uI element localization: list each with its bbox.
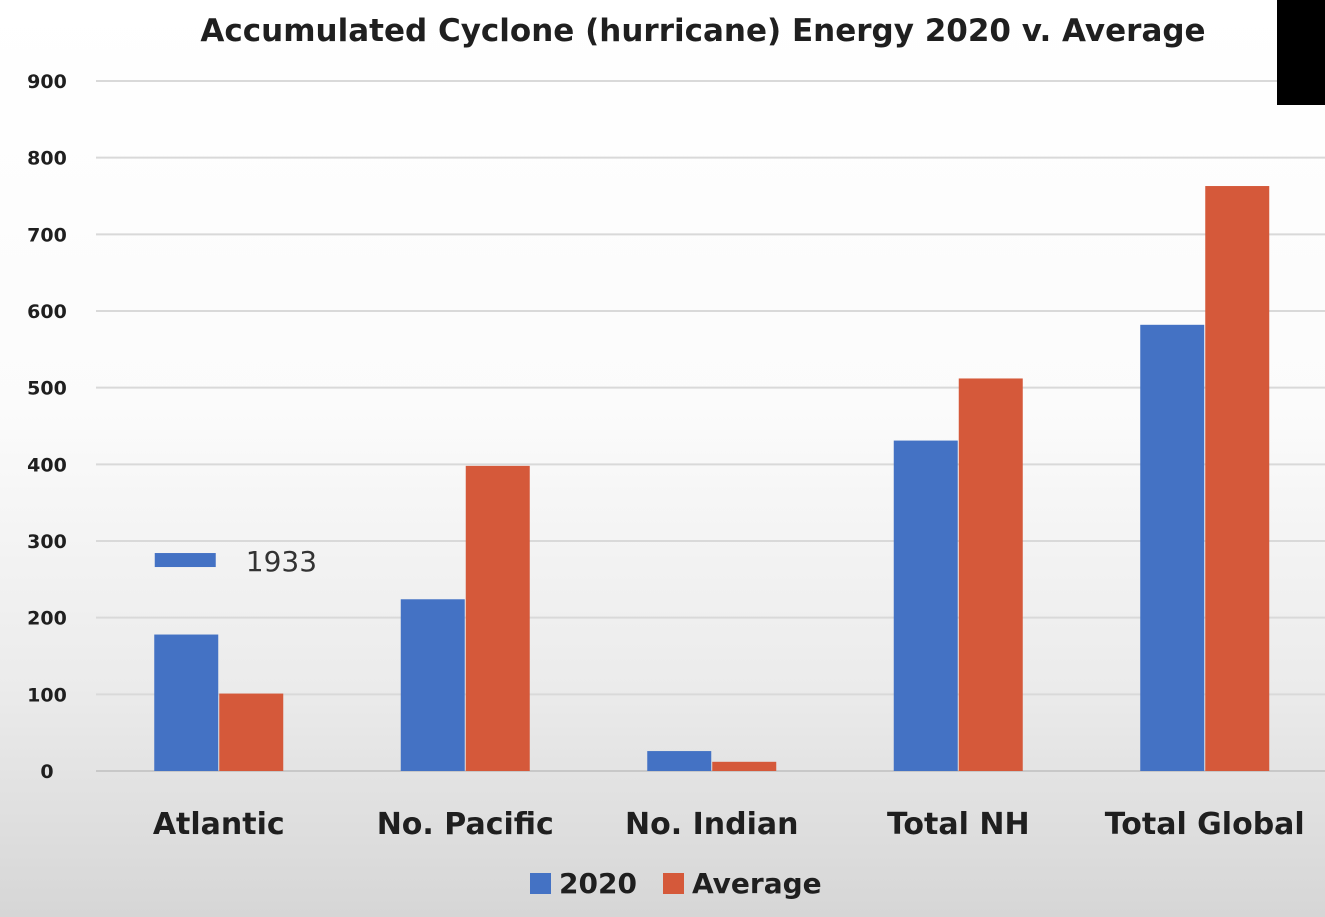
y-tick-label: 400 (27, 454, 67, 476)
black-corner-block (1277, 0, 1325, 105)
x-axis: Atlantic No. Pacific No. Indian Total NH Tot… (153, 807, 1305, 842)
legend-label-average: Average (692, 867, 822, 900)
bar-average-no-indian (712, 761, 777, 771)
bar-average-total-nh (958, 378, 1023, 771)
x-tick-label: No. Pacific (377, 807, 554, 842)
legend-swatch-average (663, 873, 684, 894)
y-axis: 0 100 200 300 400 500 600 700 800 900 (27, 71, 67, 783)
y-tick-label: 100 (27, 684, 67, 706)
bar-2020-total-nh (893, 440, 958, 771)
y-tick-label: 0 (40, 761, 53, 783)
x-tick-label: Total Global (1105, 807, 1305, 842)
y-tick-label: 300 (27, 531, 67, 553)
bars (154, 186, 1270, 772)
x-tick-label: Total NH (887, 807, 1030, 842)
bar-2020-no-indian (647, 751, 712, 771)
bar-2020-atlantic (154, 634, 219, 771)
y-tick-label: 500 (27, 378, 67, 400)
y-tick-label: 600 (27, 301, 67, 323)
legend-label-2020: 2020 (559, 867, 637, 900)
chart-title: Accumulated Cyclone (hurricane) Energy 2… (200, 13, 1205, 49)
y-tick-label: 700 (27, 224, 67, 246)
bar-2020-no-pacific (400, 599, 465, 771)
y-tick-label: 800 (27, 148, 67, 170)
x-tick-label: No. Indian (625, 807, 798, 842)
legend: 2020 Average (530, 867, 822, 900)
y-tick-label: 200 (27, 608, 67, 630)
annotation-marker (154, 553, 216, 568)
x-tick-label: Atlantic (153, 807, 285, 842)
bar-average-total-global (1205, 186, 1270, 772)
grid-lines (96, 80, 1325, 772)
bar-2020-total-global (1140, 324, 1205, 771)
legend-swatch-2020 (530, 873, 551, 894)
annotation: 1933 (154, 545, 317, 578)
bar-average-atlantic (219, 693, 284, 771)
annotation-label: 1933 (246, 545, 317, 578)
y-tick-label: 900 (27, 71, 67, 93)
bar-average-no-pacific (465, 465, 530, 771)
